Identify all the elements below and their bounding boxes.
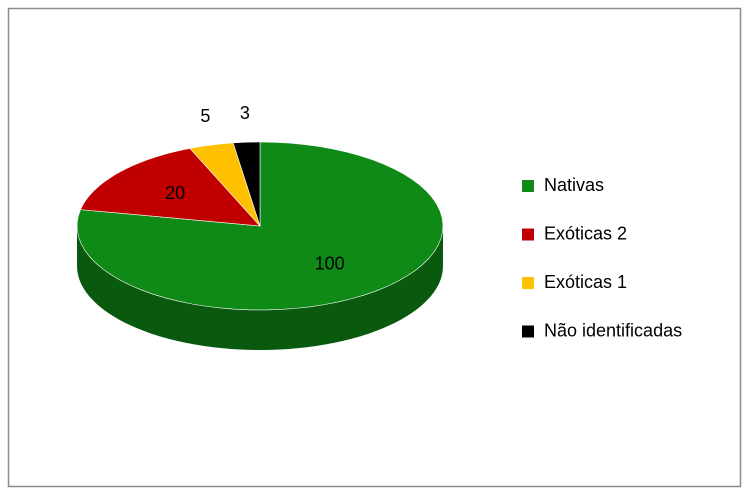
slice bbox=[232, 141, 261, 227]
data-label: 5 bbox=[200, 106, 210, 126]
slice bbox=[189, 142, 261, 227]
data-label: 3 bbox=[240, 103, 250, 123]
slice-side-shade bbox=[77, 226, 443, 350]
legend-label: Nativas bbox=[544, 175, 604, 195]
data-label: 20 bbox=[165, 183, 185, 203]
slice bbox=[80, 148, 261, 227]
legend-label: Exóticas 2 bbox=[544, 223, 627, 243]
legend-swatch bbox=[522, 180, 534, 192]
legend-swatch bbox=[522, 325, 534, 338]
data-label: 100 bbox=[315, 254, 345, 274]
legend-label: Não identificadas bbox=[544, 320, 682, 340]
legend-swatch bbox=[522, 228, 534, 241]
legend-swatch bbox=[522, 277, 534, 289]
slice-side bbox=[77, 226, 443, 350]
legend-label: Exóticas 1 bbox=[544, 272, 627, 292]
